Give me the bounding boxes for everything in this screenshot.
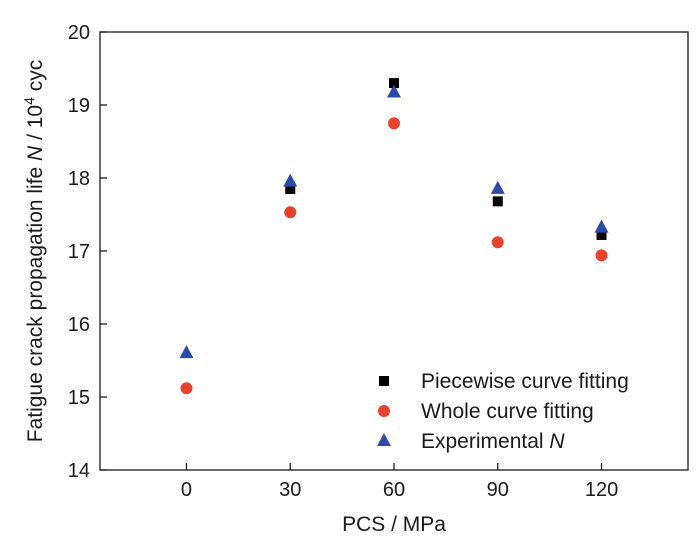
data-point-circle: [491, 236, 504, 249]
legend-marker-triangle: [377, 432, 391, 446]
axis-ticks: 0 30 60 90 120 14 15 16 17 18 19 20: [68, 22, 618, 501]
data-point-circle: [595, 249, 608, 262]
x-tick-label: 60: [383, 479, 405, 501]
y-tick-label: 14: [68, 460, 90, 482]
x-tick-label: 30: [279, 479, 301, 501]
data-point-square: [389, 78, 399, 89]
x-tick-label: 0: [181, 479, 192, 501]
data-point-circle: [284, 206, 297, 219]
data-point-square: [596, 229, 607, 240]
x-tick-label: 120: [585, 479, 618, 501]
legend-label: Experimental N: [421, 430, 565, 453]
legend: Piecewise curve fitting Whole curve fitti…: [377, 370, 629, 453]
legend-label: Piecewise curve fitting: [421, 370, 629, 393]
y-axis-title-unit-exponent: 4: [21, 97, 37, 105]
data-points: [179, 78, 609, 395]
x-tick-label: 90: [487, 479, 509, 501]
y-axis-title-text: Fatigue crack propagation life: [24, 161, 47, 442]
y-axis-title-unit-prefix: / 10: [24, 105, 47, 146]
data-point-triangle: [490, 180, 505, 194]
y-axis-title-symbol: N: [24, 145, 47, 161]
y-axis-title-unit-suffix: cyc: [24, 60, 47, 97]
y-tick-label: 16: [68, 314, 90, 336]
data-point-square: [285, 183, 296, 194]
x-axis-title: PCS / MPa: [342, 513, 446, 536]
y-tick-label: 19: [68, 95, 90, 117]
y-tick-label: 20: [68, 22, 90, 44]
legend-marker-square: [379, 376, 389, 386]
data-point-triangle: [179, 345, 194, 359]
data-point-triangle: [387, 84, 401, 98]
y-tick-label: 15: [68, 387, 90, 409]
legend-label: Whole curve fitting: [421, 400, 594, 423]
data-point-triangle: [283, 173, 298, 187]
y-tick-label: 17: [68, 241, 90, 263]
y-axis-title: Fatigue crack propagation life N / 104 c…: [21, 60, 47, 443]
data-point-square: [492, 196, 503, 207]
data-point-circle: [180, 382, 193, 395]
data-point-triangle: [594, 219, 609, 233]
legend-label-symbol: N: [549, 430, 565, 453]
y-tick-label: 18: [68, 168, 90, 190]
data-point-circle: [388, 117, 400, 130]
legend-marker-circle: [378, 405, 390, 417]
